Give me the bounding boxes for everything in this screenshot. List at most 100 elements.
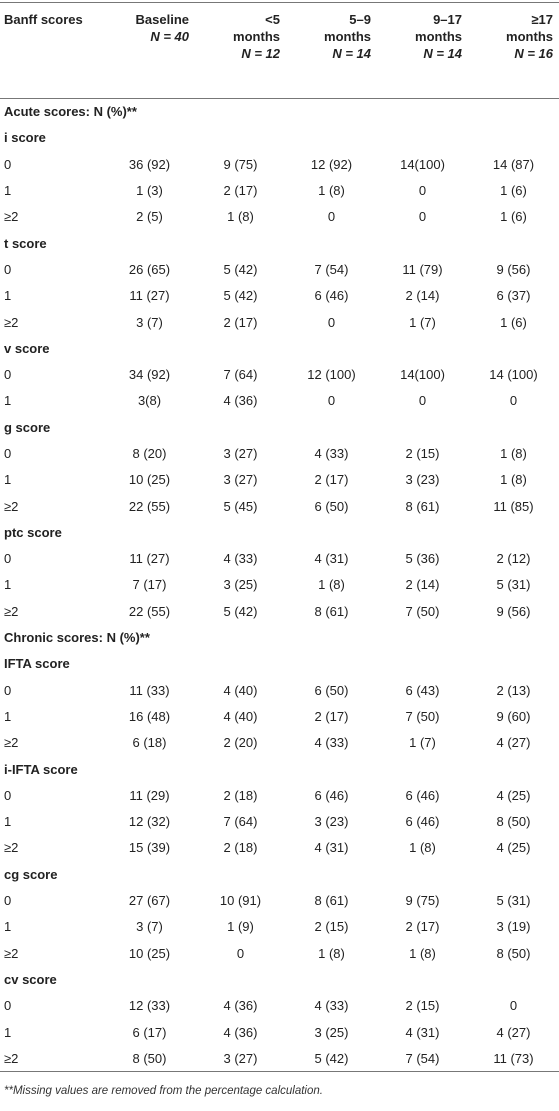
cell: 11 (33) [129, 682, 170, 698]
section-row: Acute scores: N (%)** [0, 99, 559, 125]
header-line: 5–9 [349, 12, 371, 27]
data-row: 0 36 (92) 9 (75) 12 (92) 14(100) 14 (87) [0, 151, 559, 177]
section-row: Chronic scores: N (%)** [0, 624, 559, 650]
cell: 36 (92) [128, 156, 171, 172]
cell: 9 (56) [496, 603, 531, 619]
cell: 2 (18) [223, 840, 258, 856]
group-title: t score [4, 235, 47, 251]
header-line: N = 16 [514, 46, 553, 61]
header-line: N = 14 [423, 46, 462, 61]
group-row: ptc score [0, 519, 559, 545]
data-row: 1 3(8) 4 (36) 0 0 0 [0, 388, 559, 414]
cell: 2 (14) [405, 288, 440, 304]
cell: 15 (39) [128, 840, 171, 856]
header-line: 9–17 [433, 12, 462, 27]
cell: 34 (92) [128, 367, 171, 383]
cell: 6 (18) [132, 735, 167, 751]
data-row: 1 10 (25) 3 (27) 2 (17) 3 (23) 1 (8) [0, 467, 559, 493]
cell: 3 (7) [136, 919, 163, 935]
header-line: months [506, 29, 553, 44]
column-header: 5–9 months N = 14 [286, 2, 377, 99]
cell: 8 (61) [314, 893, 349, 909]
cell: 2 (15) [314, 919, 349, 935]
header-line: <5 [265, 12, 280, 27]
footnote: **Missing values are removed from the pe… [4, 1085, 323, 1097]
cell: 6 (50) [314, 682, 349, 698]
data-row: 0 11 (33) 4 (40) 6 (50) 6 (43) 2 (13) [0, 677, 559, 703]
cell: 1 (8) [318, 945, 345, 961]
row-label: ≥2 [4, 314, 19, 330]
data-row: ≥2 10 (25) 0 1 (8) 1 (8) 8 (50) [0, 940, 559, 966]
cell: 2 (14) [405, 577, 440, 593]
cell: 1 (7) [409, 735, 436, 751]
group-title: i score [4, 130, 46, 146]
cell: 5 (42) [286, 1045, 377, 1072]
data-table: Banff scores Baseline N = 40 <5 months N = 12… [0, 2, 559, 1072]
cell: 1 (8) [409, 945, 436, 961]
data-row: ≥2 3 (7) 2 (17) 0 1 (7) 1 (6) [0, 309, 559, 335]
cell: 7 (50) [405, 708, 440, 724]
cell: 8 (20) [132, 446, 167, 461]
cell: 4 (40) [223, 708, 258, 724]
cell: 5 (31) [496, 893, 531, 909]
cell: 9 (56) [496, 261, 531, 277]
cell: 4 (36) [223, 998, 258, 1014]
cell: 14 (100) [489, 367, 538, 383]
row-label: 0 [4, 787, 12, 803]
section-title: Chronic scores: N (%)** [4, 630, 150, 646]
cell: 6 (46) [314, 787, 349, 803]
cell: 0 [509, 998, 518, 1014]
data-row: 1 6 (17) 4 (36) 3 (25) 4 (31) 4 (27) [0, 1019, 559, 1045]
group-title: i-IFTA score [4, 761, 78, 777]
cell: 2 (15) [405, 998, 440, 1014]
row-label: 1 [4, 472, 12, 488]
cell: 10 (25) [128, 472, 171, 488]
column-header: Banff scores [0, 2, 104, 99]
cell: 4 (25) [496, 840, 531, 856]
cell: 5 (31) [496, 577, 531, 593]
data-row: ≥2 8 (50) 3 (27) 5 (42) 7 (54) 11 (73) [0, 1045, 559, 1072]
cell: 12 (32) [128, 814, 171, 830]
cell: 1 (9) [227, 919, 254, 935]
data-row: 0 11 (27) 4 (33) 4 (31) 5 (36) 2 (12) [0, 546, 559, 572]
row-label: ≥2 [4, 498, 19, 514]
cell: 3 (25) [314, 1024, 349, 1040]
cell: 5 (42) [223, 261, 258, 277]
cell: 1 (8) [318, 183, 345, 199]
data-row: ≥2 22 (55) 5 (42) 8 (61) 7 (50) 9 (56) [0, 598, 559, 624]
cell: 22 (55) [128, 498, 171, 514]
cell: 4 (33) [314, 998, 349, 1014]
cell: 3 (27) [195, 1045, 286, 1072]
cell: 4 (31) [314, 551, 349, 567]
cell: 3 (23) [314, 814, 349, 830]
cell: 2 (13) [496, 682, 531, 698]
cell: 6 (46) [314, 288, 349, 304]
cell: 2 (17) [314, 708, 349, 724]
row-label: 1 [4, 183, 12, 199]
cell: 8 (61) [314, 603, 349, 619]
cell: 8 (50) [104, 1045, 195, 1072]
column-header: <5 months N = 12 [195, 2, 286, 99]
data-row: 0 11 (29) 2 (18) 6 (46) 6 (46) 4 (25) [0, 782, 559, 808]
cell: 11 (79) [402, 261, 443, 277]
row-label: ≥2 [4, 735, 19, 751]
cell: 0 [418, 209, 427, 225]
cell: 12 (33) [128, 998, 171, 1014]
cell: 14 (87) [492, 156, 535, 172]
cell: 2 (17) [223, 314, 258, 330]
group-title: cv score [4, 971, 57, 987]
cell: 3 (27) [223, 446, 258, 461]
cell: 1 (8) [500, 472, 527, 488]
group-row: t score [0, 230, 559, 256]
cell: 8 (50) [496, 814, 531, 830]
table-header: Banff scores Baseline N = 40 <5 months N = 12… [0, 2, 559, 99]
data-row: ≥2 6 (18) 2 (20) 4 (33) 1 (7) 4 (27) [0, 730, 559, 756]
cell: 1 (6) [500, 314, 527, 330]
data-row: 0 34 (92) 7 (64) 12 (100) 14(100) 14 (100) [0, 361, 559, 387]
group-title: cg score [4, 866, 58, 882]
section-title: Acute scores: N (%)** [4, 104, 137, 120]
cell: 3 (25) [223, 577, 258, 593]
header-line: N = 12 [241, 46, 280, 61]
cell: 4 (33) [314, 446, 349, 461]
